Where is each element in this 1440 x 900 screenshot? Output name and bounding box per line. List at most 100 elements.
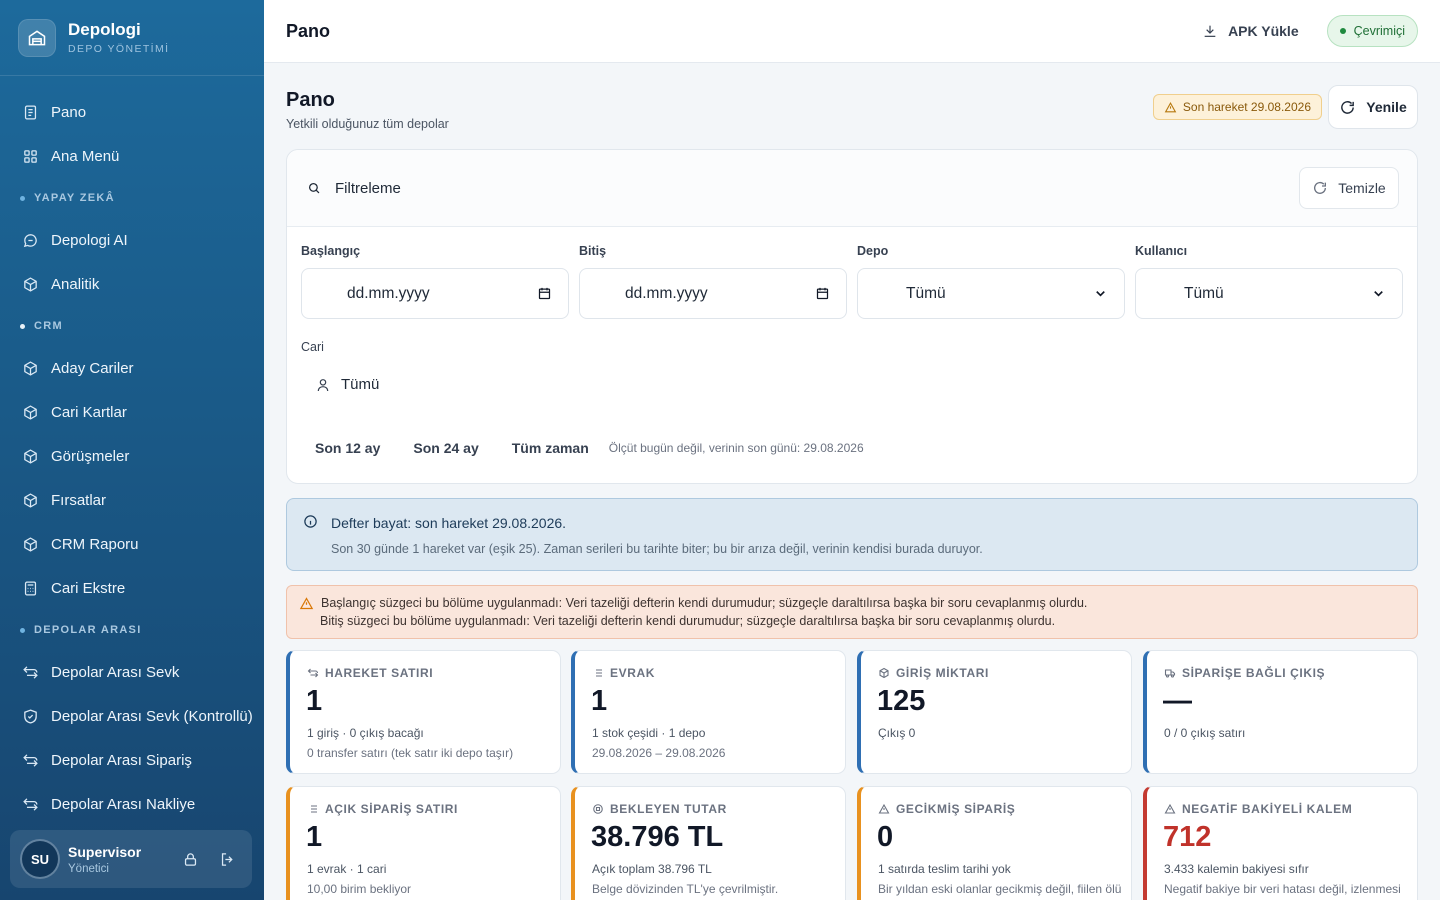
user-card[interactable]: SU Supervisor Yönetici [10, 830, 252, 888]
kpi-card-negative-balance-items[interactable]: NEGATİF BAKİYELİ KALEM 712 3.433 kalemin… [1143, 786, 1418, 900]
sidebar-nav: Pano Ana Menü YAPAY ZEKÂ Depologi AI Ana… [0, 76, 264, 826]
list-icon [594, 669, 602, 677]
user-select[interactable]: Tümü [1135, 268, 1403, 319]
calculator-icon [24, 580, 37, 596]
card-title-text: HAREKET SATIRI [325, 666, 434, 680]
avatar: SU [22, 841, 58, 877]
brand-title: Depologi [68, 20, 141, 39]
sidebar-item-label: Depolar Arası Nakliye [51, 795, 196, 813]
depot-label: Depo [857, 244, 889, 258]
quick-range-12-months[interactable]: Son 12 ay [315, 440, 381, 456]
sidebar-item-label: Depolar Arası Sipariş [51, 751, 192, 769]
kpi-card-open-order-lines[interactable]: AÇIK SİPARİŞ SATIRI 1 1 evrak · 1 cari 1… [286, 786, 561, 900]
user-icon [317, 378, 329, 391]
kpi-card-pending-amount[interactable]: BEKLEYEN TUTAR 38.796 TL Açık toplam 38.… [571, 786, 846, 900]
sidebar-item-firsatlar[interactable]: Fırsatlar [0, 478, 264, 522]
card-detail: 1 giriş · 0 çıkış bacağı [307, 726, 424, 740]
sidebar-item-crm-raporu[interactable]: CRM Raporu [0, 522, 264, 566]
sidebar-item-label: Fırsatlar [51, 491, 107, 509]
card-detail: 3.433 kalemin bakiyesi sıfır [1164, 862, 1309, 876]
shield-icon [24, 708, 37, 724]
status-dot-icon [1339, 28, 1346, 34]
apk-download-label: APK Yükle [1228, 23, 1299, 39]
cube-icon [24, 536, 37, 552]
depot-select[interactable]: Tümü [857, 268, 1125, 319]
card-title-text: GECİKMİŞ SİPARİŞ [896, 802, 1016, 816]
sidebar-item-label: CRM Raporu [51, 535, 139, 553]
main-content: Pano Yetkili olduğunuz tüm depolar Son h… [286, 63, 1418, 900]
cari-label: Cari [301, 340, 324, 354]
topbar-title: Pano [286, 20, 331, 41]
user-role: Yönetici [68, 862, 109, 875]
start-date-label: Başlangıç [301, 244, 361, 258]
card-note: Bir yıldan eski olanlar gecikmiş değil, … [878, 882, 1122, 896]
refresh-button[interactable]: Yenile [1328, 85, 1418, 129]
card-title: GECİKMİŞ SİPARİŞ [878, 802, 1015, 816]
start-date-input[interactable]: dd.mm.yyyy [301, 268, 569, 319]
sidebar-item-depolar-arasi-sevk[interactable]: Depolar Arası Sevk [0, 650, 264, 694]
quick-range-note: Ölçüt bugün değil, verinin son günü: 29.… [608, 441, 864, 455]
sidebar-item-pano[interactable]: Pano [0, 90, 264, 134]
calendar-icon[interactable] [537, 286, 552, 301]
sidebar-item-gorusmeler[interactable]: Görüşmeler [0, 434, 264, 478]
topbar: Pano APK Yükle Çevrimiçi [264, 0, 1440, 63]
sidebar-item-label: Cari Kartlar [51, 403, 127, 421]
sidebar-item-aday-cariler[interactable]: Aday Cariler [0, 346, 264, 390]
card-title-text: SİPARİŞE BAĞLI ÇIKIŞ [1182, 666, 1326, 680]
card-value: 712 [1163, 821, 1212, 853]
kpi-card-order-linked-outbound[interactable]: SİPARİŞE BAĞLI ÇIKIŞ — 0 / 0 çıkış satır… [1143, 650, 1418, 774]
sidebar-item-depolar-arasi-nakliye[interactable]: Depolar Arası Nakliye [0, 782, 264, 826]
section-label: YAPAY ZEKÂ [34, 192, 115, 204]
sidebar-item-depolar-arasi-sevk-kontrollu[interactable]: Depolar Arası Sevk (Kontrollü) [0, 694, 264, 738]
card-title-text: GİRİŞ MİKTARI [896, 666, 989, 680]
sidebar-item-label: Depologi AI [51, 231, 128, 249]
cube-icon [24, 276, 37, 292]
card-detail: 1 stok çeşidi · 1 depo [592, 726, 706, 740]
warehouse-icon [18, 18, 56, 57]
filter-warning-alert: Başlangıç süzgeci bu bölüme uygulanmadı:… [286, 585, 1418, 639]
filter-title: Filtreleme [335, 179, 401, 197]
kpi-card-overdue-orders[interactable]: GECİKMİŞ SİPARİŞ 0 1 satırda teslim tari… [857, 786, 1132, 900]
sidebar-item-label: Depolar Arası Sevk [51, 663, 180, 681]
sidebar-item-label: Analitik [51, 275, 100, 293]
card-note: Belge dövizinden TL'ye çevrilmiştir. [592, 882, 779, 896]
sidebar-item-ana-menu[interactable]: Ana Menü [0, 134, 264, 178]
sidebar-item-depologi-ai[interactable]: Depologi AI [0, 218, 264, 262]
quick-range-all-time[interactable]: Tüm zaman [511, 440, 589, 456]
cari-picker[interactable]: Tümü [315, 376, 379, 393]
sidebar-item-label: Pano [51, 103, 87, 121]
card-value: 1 [306, 821, 323, 853]
card-title: SİPARİŞE BAĞLI ÇIKIŞ [1164, 666, 1325, 680]
apk-download-button[interactable]: APK Yükle [1202, 23, 1299, 39]
card-detail: Çıkış 0 [878, 726, 916, 740]
reset-icon [1314, 181, 1327, 194]
sidebar-section-depolar: DEPOLAR ARASI [0, 610, 264, 650]
sidebar-item-cari-ekstre[interactable]: Cari Ekstre [0, 566, 264, 610]
page-title: Pano [286, 89, 335, 111]
kpi-card-documents[interactable]: EVRAK 1 1 stok çeşidi · 1 depo 29.08.202… [571, 650, 846, 774]
sidebar-section-ai: YAPAY ZEKÂ [0, 178, 264, 218]
chevron-down-icon [1374, 291, 1383, 297]
calendar-icon[interactable] [815, 286, 830, 301]
end-date-input[interactable]: dd.mm.yyyy [579, 268, 847, 319]
info-title: Defter bayat: son hareket 29.08.2026. [331, 515, 567, 531]
kpi-card-movement-rows[interactable]: HAREKET SATIRI 1 1 giriş · 0 çıkış bacağ… [286, 650, 561, 774]
kpi-card-inbound-quantity[interactable]: GİRİŞ MİKTARI 125 Çıkış 0 [857, 650, 1132, 774]
cari-value: Tümü [341, 376, 380, 393]
card-detail: 0 / 0 çıkış satırı [1164, 726, 1246, 740]
brand-subtitle: DEPO YÖNETİMİ [68, 43, 170, 55]
sidebar-item-label: Görüşmeler [51, 447, 130, 465]
card-title: BEKLEYEN TUTAR [592, 802, 727, 816]
clear-filters-button[interactable]: Temizle [1299, 167, 1399, 209]
sidebar-item-cari-kartlar[interactable]: Cari Kartlar [0, 390, 264, 434]
sidebar-item-depolar-arasi-siparis[interactable]: Depolar Arası Sipariş [0, 738, 264, 782]
lock-icon[interactable] [182, 851, 199, 868]
warning-icon [1164, 101, 1177, 112]
warning-icon [878, 803, 890, 814]
card-title-text: AÇIK SİPARİŞ SATIRI [325, 802, 458, 816]
stale-data-badge: Son hareket 29.08.2026 [1152, 94, 1322, 120]
sidebar-item-analitik[interactable]: Analitik [0, 262, 264, 306]
logout-icon[interactable] [219, 851, 236, 868]
brand[interactable]: Depologi DEPO YÖNETİMİ [0, 0, 264, 76]
quick-range-24-months[interactable]: Son 24 ay [413, 440, 479, 456]
